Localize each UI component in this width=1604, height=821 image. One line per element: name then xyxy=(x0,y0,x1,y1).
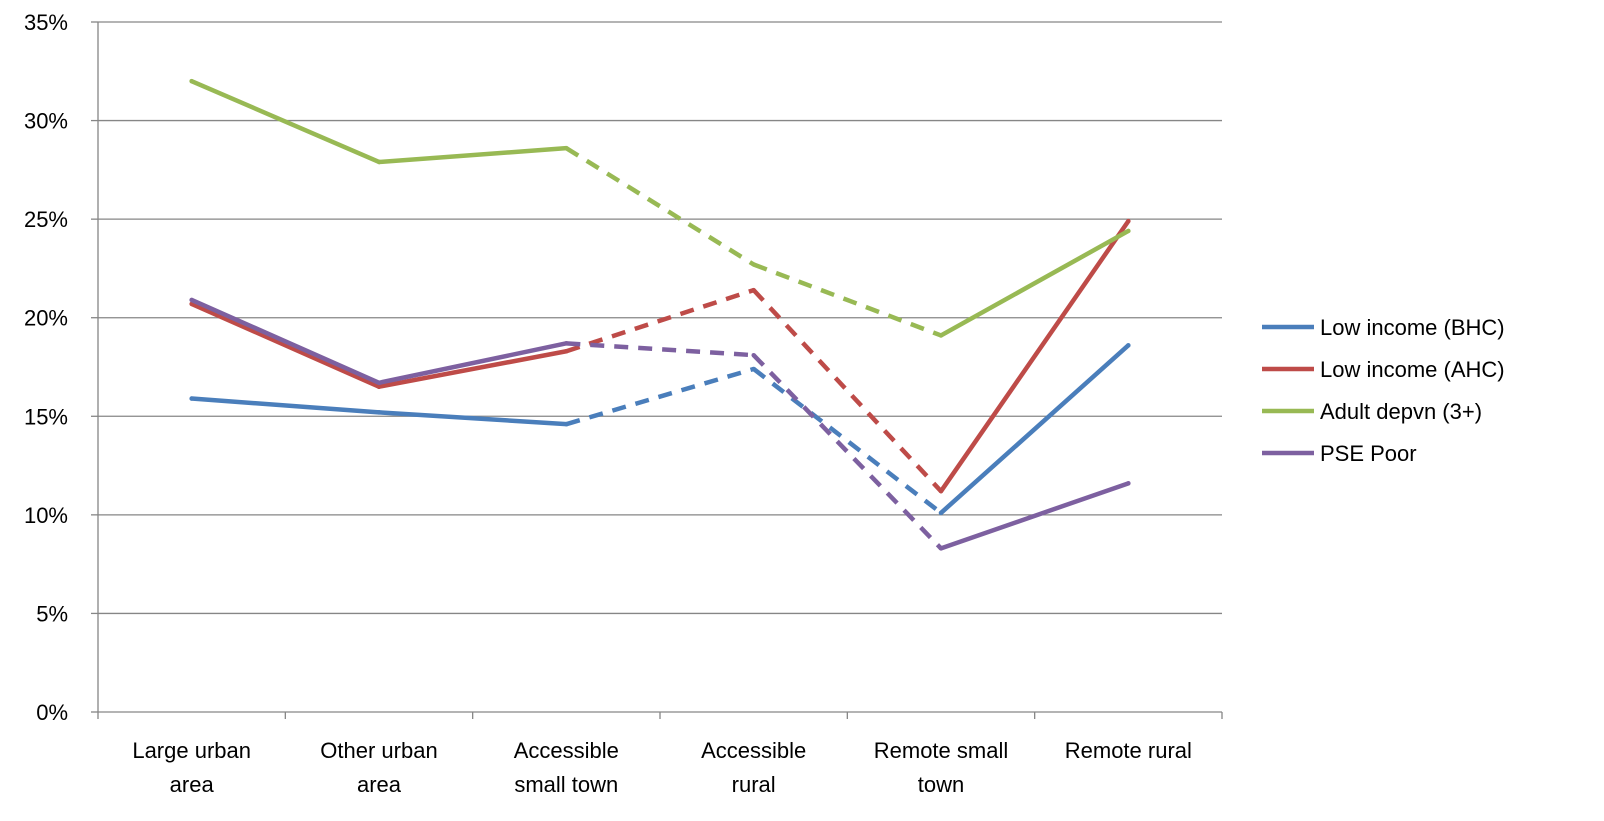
series-segment xyxy=(752,288,943,493)
series-segment xyxy=(376,410,569,427)
series-segment xyxy=(752,353,943,550)
series-segment xyxy=(376,145,569,165)
series-segment xyxy=(189,396,382,415)
data-point xyxy=(1126,343,1131,348)
data-point xyxy=(376,159,382,165)
data-point xyxy=(189,78,194,84)
y-tick-label: 25% xyxy=(24,207,68,232)
x-tick-label: Accessible small town xyxy=(514,738,619,797)
series-segment xyxy=(189,301,382,389)
series-segment xyxy=(938,228,1131,338)
data-point xyxy=(189,396,194,401)
data-point xyxy=(1126,481,1131,486)
legend-item: PSE Poor xyxy=(1262,441,1417,466)
series-segment xyxy=(189,297,382,386)
series-segment xyxy=(376,341,569,386)
data-point xyxy=(564,349,569,354)
legend: Low income (BHC) Low income (AHC) Adult de… xyxy=(1262,315,1505,466)
data-point xyxy=(938,510,944,516)
series-segment xyxy=(376,348,569,389)
y-tick-label: 0% xyxy=(36,700,68,725)
series-segment xyxy=(938,218,1131,494)
data-point xyxy=(1126,218,1131,224)
series-segment xyxy=(752,262,942,338)
legend-label: PSE Poor xyxy=(1320,441,1417,466)
x-axis-tick-labels: Large urban area Other urban area Accessible… xyxy=(132,738,1192,797)
y-tick-label: 30% xyxy=(24,109,68,134)
y-tick-label: 5% xyxy=(36,601,68,626)
series-segment xyxy=(189,78,382,165)
y-tick-label: 10% xyxy=(24,503,68,528)
data-point xyxy=(1126,228,1131,234)
data-point xyxy=(751,352,756,358)
data-point xyxy=(189,297,194,303)
legend-label: Low income (BHC) xyxy=(1320,315,1505,340)
x-tick-label: Large urban area xyxy=(132,738,251,797)
x-tick-label: Other urban area xyxy=(320,738,437,797)
y-axis-tick-labels: 0% 5% 10% 15% 20% 25% 30% 35% xyxy=(24,10,68,725)
series-segment xyxy=(566,341,754,358)
legend-label: Adult depvn (3+) xyxy=(1320,399,1482,424)
data-point xyxy=(751,262,756,267)
data-point xyxy=(751,287,756,293)
series-0 xyxy=(189,343,1131,516)
y-tick-label: 15% xyxy=(24,404,68,429)
legend-item: Low income (AHC) xyxy=(1262,357,1505,382)
series-segment xyxy=(938,481,1131,551)
x-tick-label: Remote rural xyxy=(1065,738,1192,763)
legend-item: Adult depvn (3+) xyxy=(1262,399,1482,424)
series-segment xyxy=(565,287,755,354)
data-point xyxy=(938,489,944,494)
data-point xyxy=(376,380,382,385)
series-2 xyxy=(189,78,1131,338)
x-tick-label: Remote small town xyxy=(874,738,1008,797)
series-segment xyxy=(938,343,1131,516)
series-segment xyxy=(752,367,943,515)
gridlines xyxy=(98,21,1222,615)
y-tick-label: 35% xyxy=(24,10,68,35)
series-1 xyxy=(189,218,1131,494)
data-point xyxy=(376,384,382,389)
data-point xyxy=(564,145,569,151)
data-point xyxy=(938,546,944,551)
data-point xyxy=(564,341,569,346)
series-lines xyxy=(189,78,1131,551)
data-point xyxy=(376,410,382,415)
series-segment xyxy=(565,146,755,267)
legend-label: Low income (AHC) xyxy=(1320,357,1505,382)
data-point xyxy=(564,421,569,427)
axes xyxy=(91,21,1223,719)
data-point xyxy=(751,366,756,372)
series-segment xyxy=(565,366,755,427)
x-tick-label: Accessible rural xyxy=(701,738,806,797)
y-tick-label: 20% xyxy=(24,306,68,331)
series-3 xyxy=(189,297,1131,551)
legend-item: Low income (BHC) xyxy=(1262,315,1505,340)
data-point xyxy=(938,333,944,338)
